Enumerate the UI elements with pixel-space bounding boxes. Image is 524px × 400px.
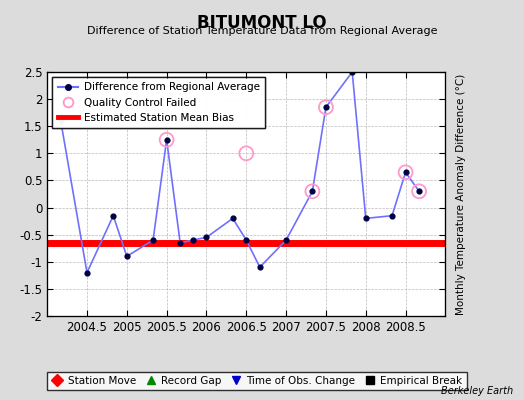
Point [189,237,197,243]
Point [348,69,356,75]
Text: Berkeley Earth: Berkeley Earth [441,386,514,396]
Point [282,237,290,243]
Point [322,104,330,110]
Point [176,240,184,246]
Point [162,136,171,143]
Point [123,253,131,260]
Point [401,169,410,176]
Point [362,215,370,222]
Point [242,150,250,156]
Legend: Station Move, Record Gap, Time of Obs. Change, Empirical Break: Station Move, Record Gap, Time of Obs. C… [47,372,467,390]
Point [162,136,171,143]
Point [388,212,396,219]
Point [57,118,65,124]
Point [242,237,250,243]
Point [202,234,211,240]
Point [415,188,423,194]
Point [322,104,330,110]
Point [83,270,91,276]
Point [308,188,316,194]
Text: Difference of Station Temperature Data from Regional Average: Difference of Station Temperature Data f… [87,26,437,36]
Text: BITUMONT LO: BITUMONT LO [197,14,327,32]
Point [149,237,157,243]
Point [308,188,316,194]
Point [109,212,117,219]
Point [401,169,410,176]
Point [228,215,237,222]
Point [57,118,65,124]
Legend: Difference from Regional Average, Quality Control Failed, Estimated Station Mean: Difference from Regional Average, Qualit… [52,77,265,128]
Point [256,264,264,270]
Y-axis label: Monthly Temperature Anomaly Difference (°C): Monthly Temperature Anomaly Difference (… [456,73,466,315]
Point [415,188,423,194]
